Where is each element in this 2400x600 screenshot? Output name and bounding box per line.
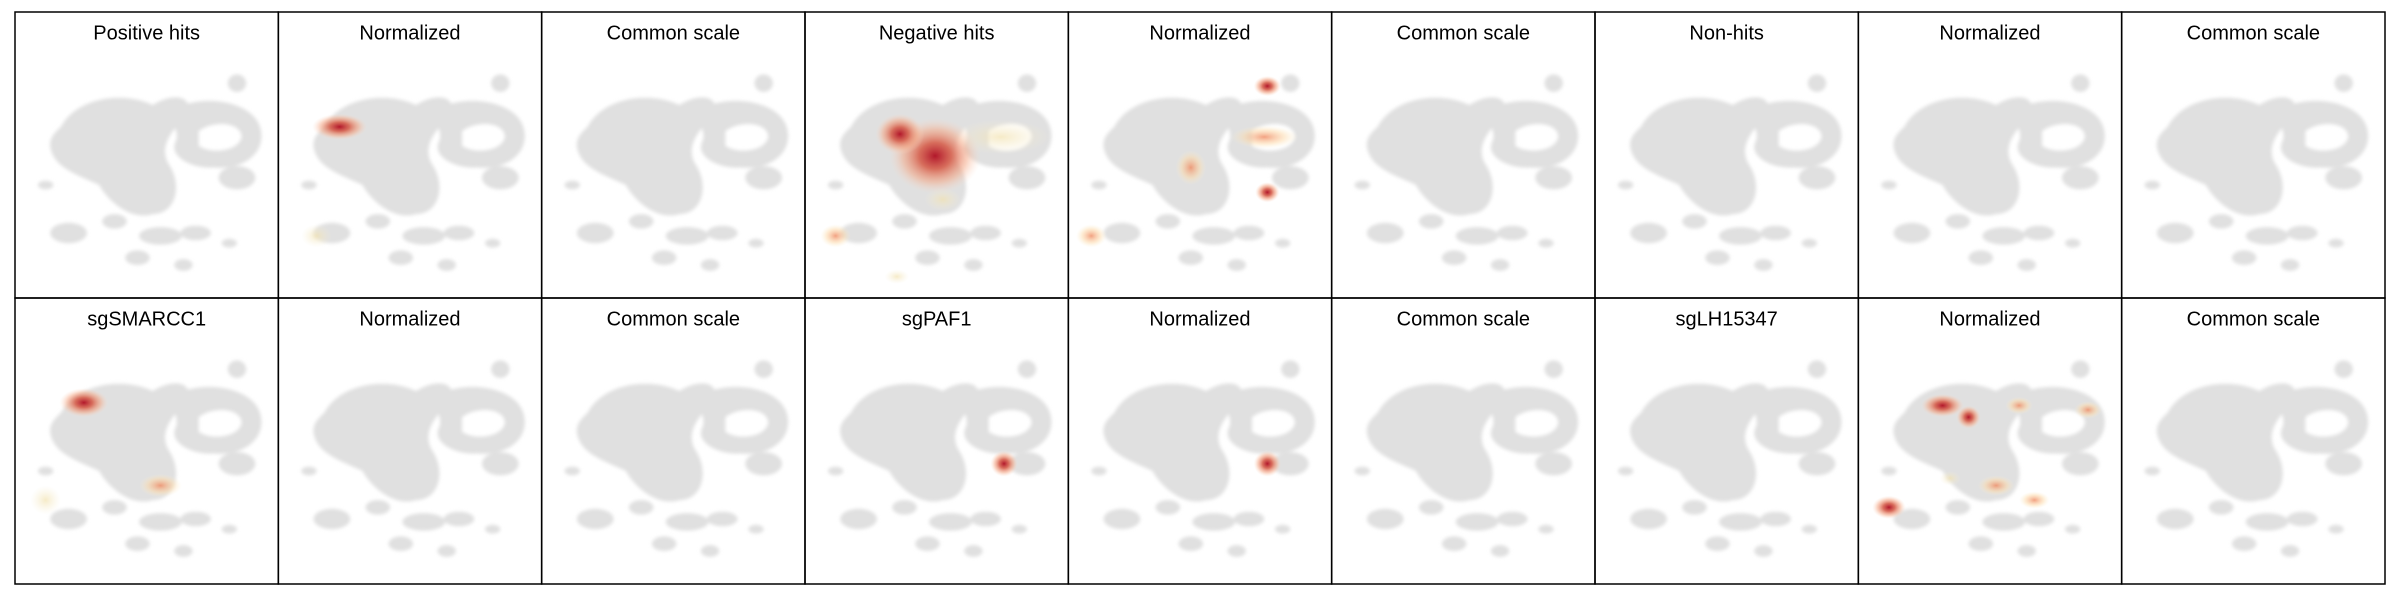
embedding bbox=[1872, 360, 2105, 556]
panel-frame bbox=[2120, 297, 2386, 585]
panel: Normalized bbox=[1067, 11, 1333, 299]
density-spot bbox=[884, 269, 910, 284]
cell-map bbox=[38, 74, 261, 270]
panel-title: Normalized bbox=[1939, 308, 2040, 330]
density-spot bbox=[1253, 75, 1282, 97]
panel-title: Common scale bbox=[607, 308, 740, 330]
cell-map bbox=[1881, 360, 2104, 556]
panel: Positive hits bbox=[14, 11, 280, 299]
embedding bbox=[2145, 74, 2368, 270]
density-spot bbox=[1921, 393, 1964, 418]
embedding bbox=[565, 74, 788, 270]
panel-title: sgPAF1 bbox=[902, 308, 972, 330]
panel: Common scale bbox=[540, 11, 806, 299]
cell-map bbox=[565, 74, 788, 270]
density-spot bbox=[990, 450, 1018, 477]
embedding bbox=[565, 360, 788, 556]
panel: Normalized bbox=[277, 11, 543, 299]
panel-title: Positive hits bbox=[93, 22, 200, 44]
embedding bbox=[1091, 360, 1314, 556]
embedding bbox=[1355, 74, 1578, 270]
panel-title: Common scale bbox=[2187, 22, 2320, 44]
embedding bbox=[820, 74, 1051, 284]
cell-map bbox=[565, 360, 788, 556]
embedding bbox=[1355, 360, 1578, 556]
panel-title: Normalized bbox=[359, 308, 460, 330]
cell-map bbox=[828, 360, 1051, 556]
panel-title: Common scale bbox=[1397, 308, 1530, 330]
panel-title: Negative hits bbox=[879, 22, 995, 44]
panel: Normalized bbox=[277, 297, 543, 585]
cell-map bbox=[1355, 74, 1578, 270]
panel: sgPAF1 bbox=[804, 297, 1070, 585]
cell-map bbox=[1618, 74, 1841, 270]
panel-title: Normalized bbox=[1149, 308, 1250, 330]
embedding bbox=[30, 360, 261, 556]
panel-title: sgSMARCC1 bbox=[87, 308, 206, 330]
embedding bbox=[2145, 360, 2368, 556]
embedding bbox=[1618, 360, 1841, 556]
density-spot bbox=[1175, 150, 1207, 185]
density-spot bbox=[1075, 224, 1107, 248]
density-spot bbox=[1872, 495, 1906, 519]
panel: Common scale bbox=[2120, 11, 2386, 299]
density-spot bbox=[30, 485, 61, 515]
panel: Normalized bbox=[1067, 297, 1333, 585]
panel: Common scale bbox=[1330, 11, 1596, 299]
cell-map bbox=[38, 360, 261, 556]
embedding bbox=[38, 74, 261, 270]
panel: Non-hits bbox=[1594, 11, 1860, 299]
density-spot bbox=[1939, 470, 1961, 486]
density-spot bbox=[1230, 125, 1298, 149]
embedding bbox=[1618, 74, 1841, 270]
panel-title: Normalized bbox=[359, 22, 460, 44]
density-spot bbox=[2019, 491, 2050, 509]
embedding bbox=[1881, 74, 2104, 270]
panel-title: Common scale bbox=[1397, 22, 1530, 44]
embedding bbox=[301, 74, 524, 270]
panel-title: sgLH15347 bbox=[1676, 308, 1778, 330]
cell-map bbox=[1618, 360, 1841, 556]
panel: sgSMARCC1 bbox=[14, 297, 280, 585]
cell-map bbox=[1881, 74, 2104, 270]
density-spot bbox=[820, 224, 851, 248]
cell-map bbox=[1355, 360, 1578, 556]
embedding bbox=[301, 360, 524, 556]
panel-title: Common scale bbox=[2187, 308, 2320, 330]
density-spot bbox=[301, 224, 332, 248]
panel: Normalized bbox=[1857, 297, 2123, 585]
embedding bbox=[1075, 74, 1315, 270]
cell-map bbox=[1091, 360, 1314, 556]
cell-map bbox=[301, 74, 524, 270]
density-spot bbox=[951, 119, 1050, 155]
panel: Common scale bbox=[1330, 297, 1596, 585]
density-spot bbox=[59, 388, 109, 418]
density-spot bbox=[875, 113, 925, 155]
cell-map bbox=[2145, 360, 2368, 556]
panel: Negative hits bbox=[804, 11, 1070, 299]
density-spot bbox=[1977, 475, 2015, 496]
density-spot bbox=[924, 187, 962, 212]
panel-title: Common scale bbox=[607, 22, 740, 44]
density-spot bbox=[1253, 450, 1282, 477]
panel: Common scale bbox=[540, 297, 806, 585]
panel-title: Normalized bbox=[1149, 22, 1250, 44]
density-spot bbox=[312, 113, 368, 140]
density-spot bbox=[2074, 401, 2102, 419]
cell-map bbox=[2145, 74, 2368, 270]
embedding bbox=[828, 360, 1051, 556]
cell-map bbox=[301, 360, 524, 556]
density-spot bbox=[139, 473, 182, 498]
density-spot bbox=[2005, 396, 2033, 415]
density-spot bbox=[1956, 405, 1981, 429]
panel: Normalized bbox=[1857, 11, 2123, 299]
density-spot bbox=[1255, 182, 1280, 203]
panel: Common scale bbox=[2120, 297, 2386, 585]
panel-title: Normalized bbox=[1939, 22, 2040, 44]
panel: sgLH15347 bbox=[1594, 297, 1860, 585]
panel-title: Non-hits bbox=[1689, 22, 1763, 44]
